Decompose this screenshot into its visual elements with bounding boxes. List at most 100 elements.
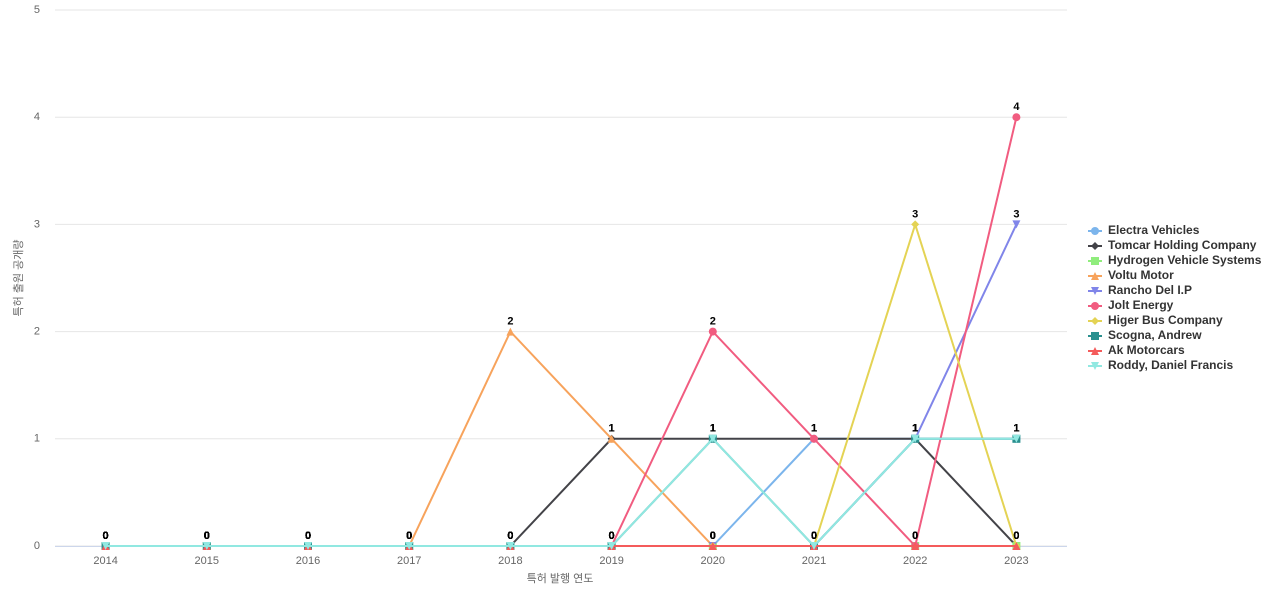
legend-label: Scogna, Andrew — [1108, 328, 1202, 342]
data-label: 2 — [507, 316, 513, 328]
data-label: 1 — [811, 423, 817, 435]
data-label: 0 — [811, 530, 817, 542]
marker — [506, 542, 515, 550]
marker — [1012, 434, 1021, 443]
series-line — [105, 437, 1017, 548]
legend-label: Hydrogen Vehicle Systems — [1108, 253, 1262, 267]
data-label: 0 — [710, 530, 716, 542]
data-label: 0 — [305, 530, 311, 542]
data-label: 0 — [305, 530, 311, 542]
data-label: 0 — [406, 530, 412, 542]
data-label: 0 — [406, 530, 412, 542]
y-tick-label: 1 — [34, 433, 40, 445]
data-label: 0 — [305, 530, 311, 542]
data-label: 0 — [507, 530, 513, 542]
data-label: 0 — [103, 530, 109, 542]
data-label: 1 — [609, 423, 615, 435]
series — [101, 434, 1021, 550]
x-axis-title: 특허 발행 연도 — [527, 572, 594, 585]
data-label: 1 — [912, 423, 918, 435]
data-label: 0 — [305, 530, 311, 542]
data-label: 0 — [103, 530, 109, 542]
data-label: 0 — [507, 530, 513, 542]
data-label: 1 — [912, 423, 918, 435]
data-label: 0 — [507, 530, 513, 542]
data-label: 0 — [103, 530, 109, 542]
y-tick-label: 2 — [34, 326, 40, 338]
data-label: 0 — [406, 530, 412, 542]
data-label: 0 — [609, 530, 615, 542]
marker — [202, 542, 211, 550]
data-label: 1 — [1013, 423, 1019, 435]
data-label: 0 — [305, 530, 311, 542]
marker — [1091, 317, 1099, 325]
data-label: 0 — [103, 530, 109, 542]
data-label: 0 — [811, 530, 817, 542]
x-tick-label: 2023 — [1004, 555, 1028, 567]
data-label: 0 — [710, 530, 716, 542]
data-label: 0 — [204, 530, 210, 542]
data-label: 0 — [507, 530, 513, 542]
data-label: 0 — [912, 530, 918, 542]
data-label: 0 — [507, 530, 513, 542]
data-label: 0 — [710, 530, 716, 542]
marker — [810, 434, 818, 443]
marker — [101, 542, 110, 550]
data-label: 0 — [204, 530, 210, 542]
data-label: 0 — [609, 530, 615, 542]
data-label: 3 — [1013, 208, 1019, 220]
data-label: 0 — [406, 530, 412, 542]
legend-label: Roddy, Daniel Francis — [1108, 358, 1233, 372]
data-label: 0 — [1013, 530, 1019, 542]
marker — [1091, 287, 1099, 295]
data-label: 0 — [710, 530, 716, 542]
data-label: 0 — [912, 530, 918, 542]
data-label: 4 — [1013, 101, 1020, 113]
x-tick-label: 2021 — [802, 555, 826, 567]
data-label: 1 — [1013, 423, 1019, 435]
data-label: 0 — [1013, 530, 1019, 542]
data-label: 0 — [710, 530, 716, 542]
data-label: 0 — [305, 530, 311, 542]
y-tick-label: 0 — [34, 540, 40, 552]
marker — [708, 434, 717, 443]
marker — [607, 434, 616, 443]
marker — [304, 542, 312, 550]
data-label: 0 — [204, 530, 210, 542]
data-label: 0 — [1013, 530, 1019, 542]
data-label: 0 — [609, 530, 615, 542]
data-label: 0 — [305, 530, 311, 542]
series-line — [105, 437, 1018, 547]
x-tick-label: 2015 — [195, 555, 219, 567]
data-label: 0 — [103, 530, 109, 542]
data-label: 0 — [204, 530, 210, 542]
data-label: 0 — [305, 530, 311, 542]
series — [101, 434, 1021, 550]
data-label: 0 — [1013, 530, 1019, 542]
data-label: 0 — [406, 530, 412, 542]
data-label: 0 — [204, 530, 210, 542]
data-label: 0 — [912, 530, 918, 542]
data-label: 0 — [204, 530, 210, 542]
data-label: 1 — [1013, 423, 1019, 435]
marker — [506, 327, 515, 336]
data-label: 0 — [609, 530, 615, 542]
data-label: 3 — [912, 208, 918, 220]
data-label: 1 — [912, 423, 918, 435]
data-label: 2 — [710, 316, 716, 328]
x-tick-label: 2022 — [903, 555, 927, 567]
data-label: 0 — [406, 530, 412, 542]
data-label: 0 — [811, 530, 817, 542]
x-tick-label: 2014 — [93, 555, 117, 567]
data-label: 1 — [811, 423, 817, 435]
x-tick-label: 2016 — [296, 555, 320, 567]
data-label: 0 — [507, 530, 513, 542]
data-label: 0 — [305, 530, 311, 542]
data-label: 0 — [103, 530, 109, 542]
legend-label: Higer Bus Company — [1108, 313, 1223, 327]
data-label: 1 — [811, 423, 817, 435]
marker — [708, 327, 717, 336]
y-tick-label: 5 — [34, 4, 40, 16]
x-tick-label: 2017 — [397, 555, 421, 567]
